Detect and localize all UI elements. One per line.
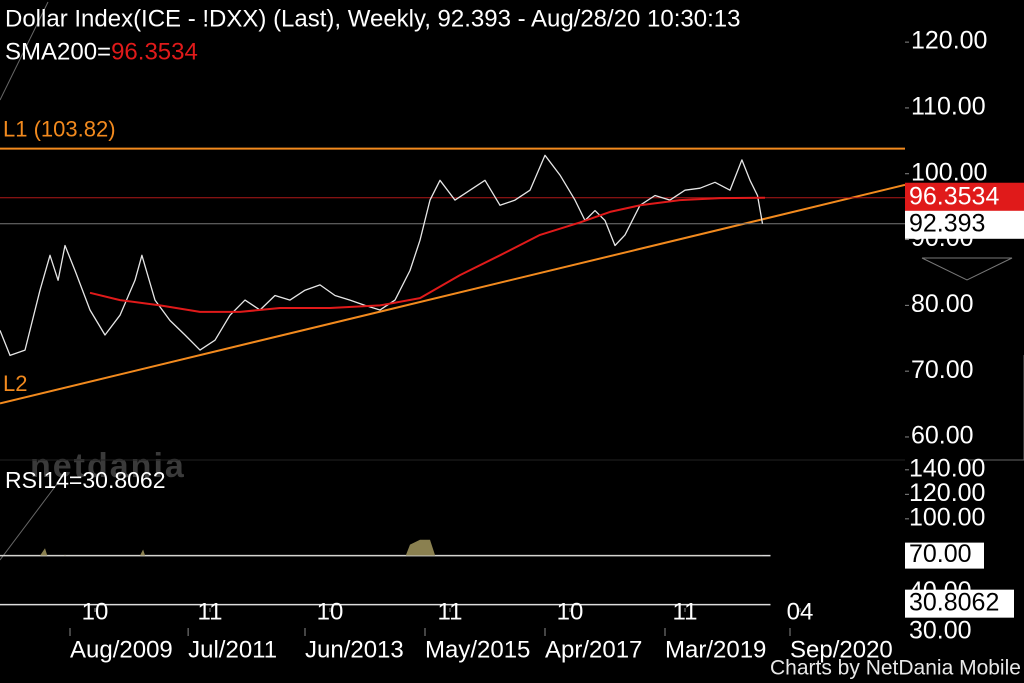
x-minor-tick-label: 10 xyxy=(317,598,344,625)
price-panel: 120.00110.00100.0090.0080.0070.0060.00L1… xyxy=(0,27,1024,485)
decor-line xyxy=(0,479,61,561)
sma-value: 96.3534 xyxy=(111,38,198,65)
x-tick-label: Jul/2011 xyxy=(188,636,277,663)
x-tick-label: May/2015 xyxy=(425,636,530,663)
decor-line xyxy=(0,1,49,101)
rsi-label-value: 30.8062 xyxy=(82,467,165,493)
decor-line xyxy=(960,355,1024,461)
rsi-label: RSI14= xyxy=(5,467,82,493)
y-tick-label: 70.00 xyxy=(911,356,974,384)
x-minor-tick-label: 10 xyxy=(82,598,109,625)
rsi-y-tick-label: 100.00 xyxy=(909,503,985,531)
x-tick-label: Aug/2009 xyxy=(70,636,173,663)
x-minor-tick-label: 11 xyxy=(673,598,698,625)
x-minor-tick-label: 04 xyxy=(787,598,814,625)
rsi-value-box xyxy=(905,589,1014,618)
price-line xyxy=(0,154,764,357)
last-value-box xyxy=(905,210,1024,239)
last-value-label: 92.393 xyxy=(909,209,985,237)
y-tick-label: 120.00 xyxy=(911,27,987,55)
x-tick-label: Mar/2019 xyxy=(665,636,766,663)
watermark: netdania xyxy=(30,447,186,485)
x-tick-label: Sep/2020 xyxy=(790,636,893,663)
x-minor-tick-label: 11 xyxy=(438,598,463,625)
y-tick-label: 110.00 xyxy=(911,93,986,121)
rsi-value-label: 30.8062 xyxy=(909,588,999,616)
sma-value-box xyxy=(905,182,1024,213)
x-minor-tick-label: 10 xyxy=(557,598,584,625)
rsi-panel: 140.00120.00100.0070.0040.0030.0030.8062… xyxy=(0,454,1014,663)
rsi-y-tick-label: 30.00 xyxy=(909,616,972,644)
sma-value-box-label: 96.3534 xyxy=(909,182,999,210)
sma-label: SMA200= xyxy=(5,38,111,65)
x-minor-tick-label: 11 xyxy=(198,598,223,625)
y-tick-label: 80.00 xyxy=(911,290,974,318)
rsi-y-tick-label: 140.00 xyxy=(909,454,985,482)
trend-line xyxy=(0,183,905,405)
y-tick-label: 100.00 xyxy=(911,158,987,186)
chart-title: Dollar Index(ICE - !DXX) (Last), Weekly,… xyxy=(5,5,740,32)
y-tick-label: 60.00 xyxy=(911,422,974,450)
x-tick-label: Apr/2017 xyxy=(545,636,642,663)
rsi-y-tick-label: 70.00 xyxy=(909,540,972,568)
x-tick-label: Jun/2013 xyxy=(305,636,404,663)
decor-triangle xyxy=(921,257,1013,281)
sma-line xyxy=(89,196,766,313)
level-label: L1 (103.82) xyxy=(3,116,116,141)
rsi-y-tick-label: 120.00 xyxy=(909,479,985,507)
rsi-level-box xyxy=(905,542,984,569)
footer: Charts by NetDania Mobile xyxy=(770,657,1021,680)
trend-label: L2 xyxy=(3,371,27,396)
